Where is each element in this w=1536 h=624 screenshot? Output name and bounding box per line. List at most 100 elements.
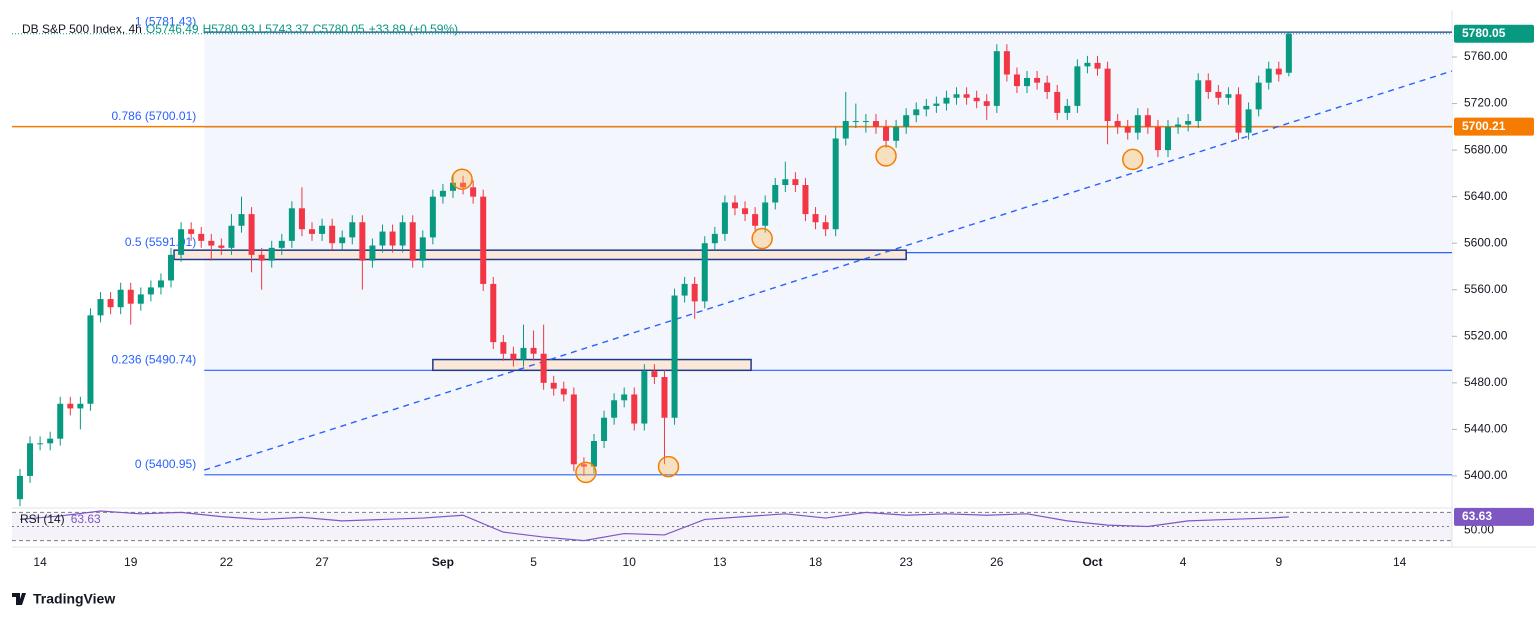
candle-body [309, 229, 316, 234]
candle-body [933, 103, 940, 106]
candle-body [248, 214, 255, 255]
y-tick-label: 5720.00 [1464, 96, 1508, 110]
candle-body [168, 254, 175, 281]
trendline [204, 70, 1453, 471]
candle-body [560, 388, 567, 395]
candle-body [651, 371, 658, 378]
fib-label: 1 (5781.43) [135, 14, 196, 28]
ohlc: C5780.05 [313, 22, 365, 36]
candle-body [1185, 121, 1192, 125]
candle-body [721, 202, 728, 234]
candle-body [953, 94, 960, 98]
candle-body [1255, 82, 1262, 110]
candle-body [842, 121, 849, 139]
candle-body [1104, 68, 1111, 122]
candle-body [1225, 94, 1232, 98]
candle-body [782, 179, 789, 186]
candle-body [1205, 80, 1212, 92]
candle-body [1154, 126, 1161, 151]
candle-body [258, 254, 265, 261]
candle-body [752, 214, 759, 226]
candle-body [520, 347, 527, 360]
candle-body [822, 222, 829, 230]
y-tick-label: 5600.00 [1464, 235, 1508, 249]
candle-body [16, 475, 23, 500]
y-tick-label: 5560.00 [1464, 282, 1508, 296]
last-price-tag [1454, 24, 1534, 43]
header: DB S&P 500 Index, 4h O5746.49 H5780.93 L574… [22, 22, 458, 36]
rsi-line [19, 510, 1289, 542]
candle-body [339, 237, 346, 244]
highlight-circle [875, 145, 897, 167]
candle-body [107, 299, 114, 308]
candle-body [1275, 68, 1282, 75]
x-tick-label: 9 [1275, 555, 1282, 569]
candle-body [490, 283, 497, 343]
candle-body [147, 287, 154, 295]
candle-body [993, 51, 1000, 106]
candle-body [1195, 80, 1202, 122]
highlight-circle [575, 461, 597, 484]
candle-body [188, 229, 195, 234]
candle-body [57, 403, 64, 439]
x-tick-label: 4 [1180, 555, 1187, 569]
logo-icon [12, 593, 26, 605]
candle-body [691, 283, 698, 302]
candle-body [872, 121, 879, 127]
x-tick-label: 23 [899, 555, 913, 569]
candle-body [1114, 121, 1121, 127]
candle-body [661, 377, 668, 418]
x-tick-label: 13 [713, 555, 727, 569]
candle-body [862, 121, 869, 123]
y-tick-label: 5520.00 [1464, 328, 1508, 342]
candle-body [218, 245, 225, 248]
candle-body [681, 283, 688, 296]
candle-body [470, 187, 477, 197]
ohlc: L5743.37 [259, 22, 309, 36]
x-tick-label: Sep [432, 555, 454, 569]
candle-body [1013, 74, 1020, 87]
fib-label: 0.5 (5591.91) [125, 235, 196, 249]
candle-body [460, 182, 467, 188]
candle-body [399, 222, 406, 246]
candle-body [742, 208, 749, 215]
candle-body [157, 280, 164, 288]
y-tick-label: 5400.00 [1464, 468, 1508, 482]
candle-body [590, 441, 597, 467]
highlight-circle [451, 168, 473, 190]
candle-body [1084, 62, 1091, 67]
candle-body [228, 225, 235, 248]
x-tick-label: 26 [990, 555, 1004, 569]
symbol: DB S&P 500 Index, 4h [22, 22, 142, 36]
candle-body [1003, 51, 1010, 75]
candle-body [1124, 126, 1131, 133]
candle-body [1044, 82, 1051, 92]
y-tick-label: 5440.00 [1464, 422, 1508, 436]
candle-body [198, 233, 205, 241]
candle-body [893, 126, 900, 141]
candle-body [379, 231, 386, 246]
highlight-circle [1122, 148, 1144, 171]
candle-body [943, 97, 950, 104]
candle-body [97, 299, 104, 316]
zone-box [432, 358, 752, 372]
candle-body [510, 353, 517, 360]
candle-body [631, 394, 638, 424]
x-tick-label: 27 [315, 555, 329, 569]
highlight-circle [751, 227, 773, 250]
candle-body [983, 101, 990, 106]
y-tick-label: 5680.00 [1464, 142, 1508, 156]
x-tick-label: 14 [33, 555, 47, 569]
candle-body [812, 214, 819, 223]
candle-body [77, 403, 84, 409]
x-tick-label: 18 [809, 555, 823, 569]
candle-body [1144, 115, 1151, 127]
candle-body [27, 443, 34, 476]
candle-body [1034, 77, 1041, 83]
candle-body [127, 289, 134, 304]
candle-body [772, 185, 779, 203]
hline-tag-label: 5700.21 [1462, 119, 1506, 133]
candle-body [238, 214, 245, 226]
brand: TradingView [33, 591, 115, 607]
candle-body [641, 371, 648, 424]
